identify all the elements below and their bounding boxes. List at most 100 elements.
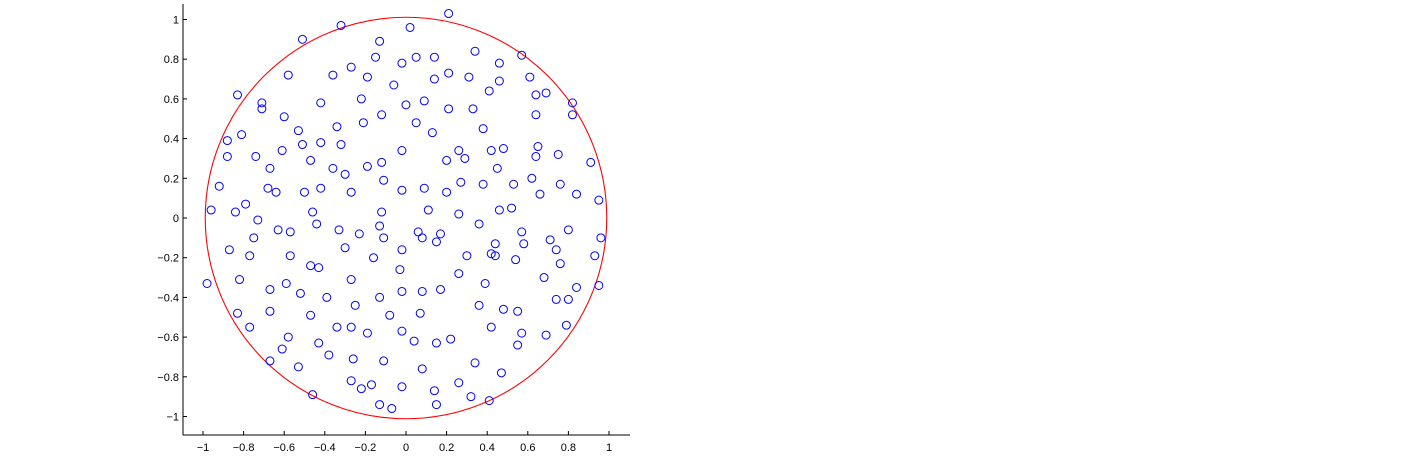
data-point	[509, 179, 519, 189]
y-tick-label: −0.8	[157, 372, 179, 384]
data-point	[300, 187, 309, 197]
data-point	[358, 118, 368, 128]
data-point	[551, 245, 561, 255]
data-point	[366, 380, 376, 390]
y-tick-label: 0.8	[164, 54, 179, 66]
data-point	[541, 88, 551, 98]
data-point	[431, 400, 441, 410]
data-point	[517, 328, 527, 338]
data-point	[431, 237, 441, 247]
data-point	[436, 284, 446, 294]
data-point	[328, 163, 338, 173]
data-point	[322, 292, 332, 302]
data-point	[444, 68, 454, 78]
data-point	[413, 227, 423, 237]
data-point	[214, 181, 224, 191]
data-point	[405, 22, 415, 32]
data-point	[379, 175, 389, 185]
data-point	[442, 187, 452, 197]
data-point	[490, 239, 500, 249]
data-point	[429, 74, 439, 84]
data-point	[316, 183, 326, 193]
data-point	[519, 239, 529, 249]
data-point	[253, 215, 263, 225]
data-point	[369, 253, 379, 263]
data-point	[379, 233, 389, 243]
data-point	[466, 392, 476, 402]
x-tick-label: 0.2	[439, 442, 454, 454]
data-point	[401, 100, 411, 110]
data-point	[377, 110, 387, 120]
data-point	[397, 58, 407, 68]
data-point	[377, 157, 387, 167]
data-point	[586, 157, 596, 167]
data-point	[306, 310, 316, 320]
x-tick-label: −0.4	[314, 442, 336, 454]
data-point	[533, 142, 543, 152]
data-point	[429, 52, 439, 62]
data-point	[446, 334, 456, 344]
data-point	[375, 292, 385, 302]
data-point	[541, 330, 551, 340]
plot-area: 10.80.60.40.20−0.2−0.4−0.6−0.8−1 −1 −0.8−…	[157, 4, 630, 454]
data-point	[281, 279, 291, 289]
data-point	[271, 187, 281, 197]
x-tick-label: −0.2	[355, 442, 377, 454]
data-point	[273, 225, 283, 235]
data-point	[525, 72, 535, 82]
data-point	[233, 90, 243, 100]
data-point	[535, 189, 545, 199]
data-point	[377, 207, 387, 217]
data-point	[553, 149, 563, 159]
data-point	[511, 255, 521, 265]
data-point	[444, 104, 454, 114]
data-point	[332, 122, 342, 132]
data-point	[484, 396, 494, 406]
x-axis-ticks: −1 −0.8 −0.6 −0.4 −0.2 0 0.2 0.4 0.6 0.8 1	[197, 431, 612, 454]
data-point	[279, 112, 289, 122]
data-point	[419, 96, 429, 106]
data-point	[308, 207, 318, 217]
data-point	[572, 189, 582, 199]
data-point	[417, 286, 427, 296]
data-point	[346, 376, 356, 386]
data-point	[362, 72, 372, 82]
data-point	[494, 205, 504, 215]
x-tick-label: 0.8	[561, 442, 576, 454]
data-point	[316, 98, 326, 108]
data-point	[462, 251, 472, 261]
unit-circle	[204, 16, 608, 420]
y-axis-ticks: 1 0.8 0.6 0.4 0.2 0 −0.2 −0.4 −0.6 −0.8 −1	[157, 15, 187, 424]
data-point	[375, 400, 385, 410]
data-point	[222, 151, 232, 161]
data-point	[251, 151, 261, 161]
data-point	[474, 300, 484, 310]
data-point	[245, 322, 255, 332]
data-point	[202, 279, 212, 289]
scatter-points	[202, 9, 606, 414]
data-point	[527, 173, 537, 183]
x-tick-label: −0.8	[233, 442, 255, 454]
data-point	[551, 294, 561, 304]
data-point	[265, 306, 275, 316]
data-point	[346, 62, 356, 72]
x-tick-label: 1	[606, 442, 612, 454]
data-point	[507, 203, 517, 213]
data-point	[555, 179, 565, 189]
data-point	[297, 34, 307, 44]
data-point	[490, 251, 500, 261]
data-point	[316, 138, 326, 148]
data-point	[531, 90, 541, 100]
data-point	[346, 275, 356, 285]
data-point	[498, 304, 508, 314]
data-point	[328, 70, 338, 80]
y-tick-label: −0.6	[157, 332, 179, 344]
data-point	[295, 288, 305, 298]
data-point	[356, 384, 366, 394]
data-point	[513, 306, 523, 316]
data-point	[409, 336, 419, 346]
data-point	[340, 169, 350, 179]
data-point	[531, 151, 541, 161]
data-point	[283, 70, 293, 80]
